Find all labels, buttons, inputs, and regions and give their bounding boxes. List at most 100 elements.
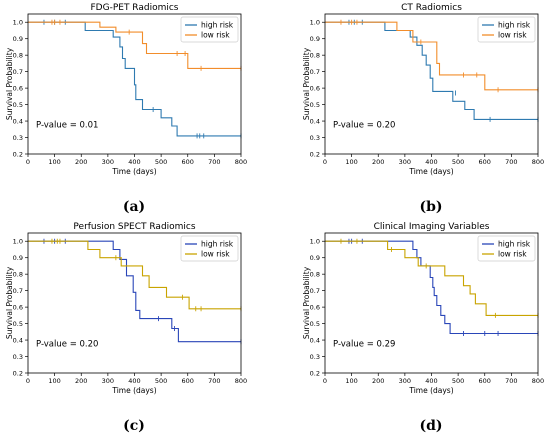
x-tick-label: 200	[372, 377, 384, 385]
x-tick-label: 500	[155, 377, 167, 385]
x-tick-label: 300	[102, 377, 114, 385]
x-tick-label: 0	[26, 377, 30, 385]
y-tick-label: 0.6	[13, 84, 23, 92]
x-tick-label: 700	[505, 158, 517, 166]
x-axis-label: Time (days)	[111, 386, 156, 395]
x-tick-label: 200	[75, 158, 87, 166]
series-line-high-risk	[28, 240, 241, 343]
y-tick-label: 1.0	[13, 238, 23, 246]
x-tick-label: 800	[532, 158, 544, 166]
y-tick-label: 1.0	[310, 238, 320, 246]
chart-title: Perfusion SPECT Radiomics	[73, 222, 195, 232]
chart-panel-2: CT Radiomics 0 100 200 300 400 500 600 700 800 0.2…	[302, 3, 544, 215]
x-tick-label: 300	[399, 377, 411, 385]
legend-label: high risk	[201, 21, 234, 30]
legend-label: low risk	[498, 250, 527, 259]
y-tick-label: 0.9	[13, 35, 23, 43]
x-axis-label: Time (days)	[408, 167, 453, 176]
x-tick-label: 100	[345, 377, 357, 385]
chart-title: Clinical Imaging Variables	[374, 222, 490, 232]
y-tick-label: 0.4	[310, 117, 320, 125]
x-tick-label: 600	[479, 158, 491, 166]
series-line-high-risk	[325, 21, 538, 120]
y-tick-label: 0.8	[310, 270, 320, 278]
x-tick-label: 100	[48, 158, 60, 166]
legend-box	[477, 16, 536, 43]
y-tick-label: 0.4	[13, 336, 23, 344]
chart-title: CT Radiomics	[401, 3, 462, 13]
x-tick-label: 200	[75, 377, 87, 385]
series-line-low-risk	[28, 21, 241, 69]
y-tick-label: 0.3	[13, 134, 23, 142]
y-tick-label: 1.0	[310, 19, 320, 27]
x-tick-label: 0	[323, 377, 327, 385]
y-tick-label: 0.5	[13, 320, 23, 328]
chart-panel-4: Clinical Imaging Variables 0 100 200 300 400 5…	[302, 222, 544, 434]
y-tick-label: 0.6	[310, 303, 320, 311]
y-tick-label: 0.7	[13, 68, 23, 76]
x-tick-label: 0	[26, 158, 30, 166]
series-line-low-risk	[325, 240, 538, 316]
y-axis-label: Survival Probability	[5, 47, 14, 120]
panel-caption: (d)	[419, 418, 442, 434]
y-tick-label: 0.4	[13, 117, 23, 125]
chart-title: FDG-PET Radiomics	[91, 3, 179, 13]
y-tick-label: 0.8	[13, 51, 23, 59]
series-line-low-risk	[325, 21, 538, 91]
y-tick-label: 0.2	[13, 369, 23, 377]
y-tick-label: 1.0	[13, 19, 23, 27]
x-tick-label: 100	[345, 158, 357, 166]
x-tick-label: 500	[452, 377, 464, 385]
x-tick-label: 600	[479, 377, 491, 385]
x-tick-label: 800	[235, 377, 247, 385]
x-tick-label: 200	[372, 158, 384, 166]
y-tick-label: 0.8	[13, 270, 23, 278]
y-tick-label: 0.2	[310, 150, 320, 158]
y-axis-label: Survival Probability	[302, 266, 311, 339]
y-tick-label: 0.7	[13, 287, 23, 295]
x-tick-label: 300	[102, 158, 114, 166]
y-tick-label: 0.5	[310, 101, 320, 109]
x-tick-label: 400	[128, 158, 140, 166]
legend-label: low risk	[201, 250, 230, 259]
series-line-high-risk	[325, 240, 538, 335]
y-axis-label: Survival Probability	[302, 47, 311, 120]
y-tick-label: 0.2	[13, 150, 23, 158]
y-tick-label: 0.9	[13, 254, 23, 262]
x-tick-label: 600	[182, 377, 194, 385]
series-line-high-risk	[28, 21, 241, 137]
panel-caption: (a)	[123, 199, 145, 215]
x-tick-label: 300	[399, 158, 411, 166]
p-value-label: P-value = 0.20	[36, 340, 98, 350]
x-tick-label: 700	[505, 377, 517, 385]
x-tick-label: 800	[235, 158, 247, 166]
y-tick-label: 0.4	[310, 336, 320, 344]
chart-panel-1: FDG-PET Radiomics 0 100 200 300 400 500 600 700 8…	[5, 3, 247, 215]
x-tick-label: 0	[323, 158, 327, 166]
panel-caption: (b)	[419, 199, 442, 215]
y-tick-label: 0.2	[310, 369, 320, 377]
y-tick-label: 0.9	[310, 35, 320, 43]
x-tick-label: 700	[208, 377, 220, 385]
y-tick-label: 0.3	[310, 353, 320, 361]
y-tick-label: 0.3	[310, 134, 320, 142]
legend-box	[477, 235, 536, 262]
x-tick-label: 500	[155, 158, 167, 166]
p-value-label: P-value = 0.20	[333, 121, 395, 131]
x-tick-label: 600	[182, 158, 194, 166]
panel-caption: (c)	[123, 418, 145, 434]
y-tick-label: 0.6	[310, 84, 320, 92]
x-tick-label: 800	[532, 377, 544, 385]
legend-label: high risk	[201, 240, 234, 249]
x-tick-label: 500	[452, 158, 464, 166]
y-tick-label: 0.5	[13, 101, 23, 109]
legend-box	[180, 235, 239, 262]
series-line-low-risk	[28, 240, 241, 310]
legend-label: low risk	[498, 31, 527, 40]
x-tick-label: 400	[425, 377, 437, 385]
